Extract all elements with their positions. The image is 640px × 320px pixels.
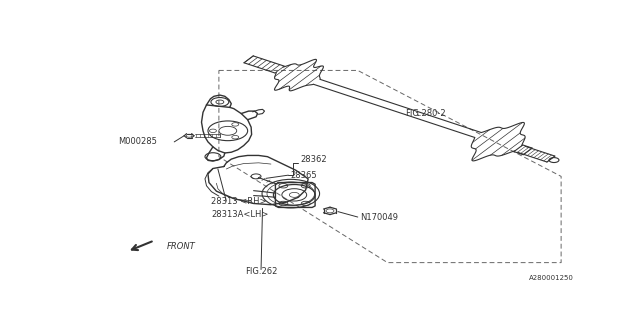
Text: 28365: 28365 bbox=[291, 171, 317, 180]
Text: FIG.280-2: FIG.280-2 bbox=[405, 109, 445, 118]
Text: N170049: N170049 bbox=[360, 212, 398, 221]
Text: 28313 <RH>: 28313 <RH> bbox=[211, 196, 267, 205]
Text: M000285: M000285 bbox=[118, 137, 157, 146]
Text: A280001250: A280001250 bbox=[529, 275, 573, 281]
Text: 28313A<LH>: 28313A<LH> bbox=[211, 210, 269, 219]
Text: 28362: 28362 bbox=[301, 155, 327, 164]
Text: FIG.262: FIG.262 bbox=[245, 267, 277, 276]
Text: FRONT: FRONT bbox=[167, 242, 196, 251]
